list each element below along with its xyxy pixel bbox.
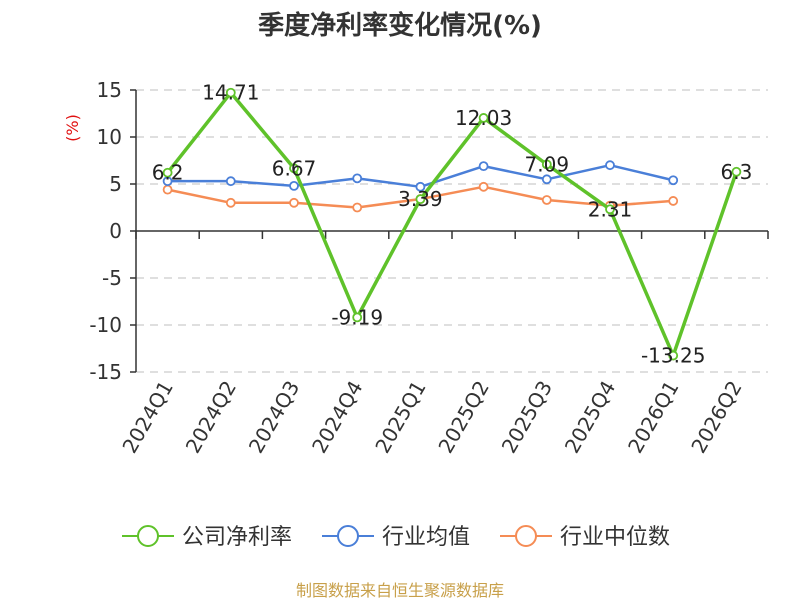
legend-marker bbox=[137, 525, 159, 547]
data-label: 7.09 bbox=[525, 152, 570, 176]
y-axis-label: (%) bbox=[63, 114, 82, 142]
series-line bbox=[166, 90, 739, 358]
legend: 公司净利率 行业均值 行业中位数 bbox=[122, 525, 670, 550]
x-ticks: 2024Q1 2024Q2 2024Q3 2024Q4 2025Q1 2025Q2 2025… bbox=[117, 376, 746, 457]
data-point bbox=[541, 159, 552, 170]
y-tick-label: 0 bbox=[109, 219, 122, 243]
series-0 bbox=[162, 87, 742, 361]
x-tick-label: 2024Q3 bbox=[244, 377, 304, 458]
data-label: 3.39 bbox=[398, 187, 443, 211]
y-tick-label: 10 bbox=[97, 125, 122, 149]
x-tick-label: 2024Q4 bbox=[307, 377, 367, 458]
legend-label: 公司净利率 bbox=[182, 525, 292, 550]
x-tick-label: 2025Q1 bbox=[370, 377, 430, 458]
data-point bbox=[225, 87, 236, 98]
data-label: 6.3 bbox=[720, 160, 752, 184]
legend-item: 公司净利率 bbox=[122, 525, 292, 550]
data-point bbox=[225, 176, 236, 187]
data-point bbox=[478, 161, 489, 172]
data-label: 6.67 bbox=[272, 156, 317, 180]
data-point bbox=[478, 181, 489, 192]
x-tick-label: 2024Q1 bbox=[117, 377, 177, 458]
data-point bbox=[415, 194, 426, 205]
data-point bbox=[415, 181, 426, 192]
x-tick-label: 2025Q4 bbox=[560, 377, 620, 458]
legend-label: 行业均值 bbox=[382, 525, 470, 550]
data-point bbox=[352, 312, 363, 323]
data-point bbox=[605, 160, 615, 171]
x-tick-label: 2025Q2 bbox=[433, 376, 493, 457]
data-label: -9.19 bbox=[331, 305, 383, 329]
grid bbox=[136, 89, 768, 373]
legend-item: 行业中位数 bbox=[500, 525, 670, 550]
data-point bbox=[731, 166, 742, 177]
y-ticks: 15 10 5 0 -5 -10 -15 bbox=[89, 78, 136, 384]
y-tick-label: 5 bbox=[109, 172, 122, 196]
data-label: 14.71 bbox=[202, 81, 259, 105]
y-tick-label: 15 bbox=[97, 78, 122, 102]
legend-marker bbox=[337, 525, 359, 547]
data-point bbox=[352, 173, 363, 184]
data-label: 6.2 bbox=[152, 161, 184, 185]
data-label: 12.03 bbox=[455, 106, 512, 130]
y-tick-label: -15 bbox=[89, 360, 122, 384]
data-point bbox=[541, 195, 552, 205]
chart-title: 季度净利率变化情况(%) bbox=[258, 10, 542, 41]
data-point bbox=[289, 163, 299, 174]
data-point bbox=[352, 202, 363, 213]
data-label: -13.25 bbox=[641, 344, 705, 368]
data-point bbox=[668, 350, 679, 361]
axes bbox=[135, 90, 769, 372]
legend-label: 行业中位数 bbox=[560, 525, 670, 550]
x-tick-label: 2025Q3 bbox=[497, 377, 557, 458]
legend-marker bbox=[515, 525, 537, 547]
data-point bbox=[289, 180, 299, 191]
data-point bbox=[225, 197, 236, 208]
footer-source: 制图数据来自恒生聚源数据库 bbox=[296, 581, 504, 600]
x-tick-label: 2024Q2 bbox=[181, 377, 241, 458]
data-point bbox=[162, 167, 173, 178]
x-tick-label: 2026Q1 bbox=[623, 377, 683, 458]
data-point bbox=[289, 197, 299, 208]
data-point bbox=[541, 174, 552, 185]
data-point bbox=[668, 196, 679, 206]
legend-item: 行业均值 bbox=[322, 525, 470, 550]
data-point bbox=[668, 175, 679, 186]
series bbox=[162, 87, 742, 361]
data-label: 2.31 bbox=[588, 197, 633, 221]
y-tick-label: -5 bbox=[102, 266, 122, 290]
y-tick-label: -10 bbox=[89, 313, 122, 337]
data-point bbox=[162, 184, 173, 195]
series-1 bbox=[162, 160, 679, 192]
data-labels: 6.2 14.71 6.67 -9.19 3.39 12.03 7.09 2.31 -13.25… bbox=[152, 81, 753, 368]
data-point bbox=[605, 204, 615, 215]
data-point bbox=[478, 113, 489, 123]
x-tick-label: 2026Q2 bbox=[686, 377, 746, 458]
